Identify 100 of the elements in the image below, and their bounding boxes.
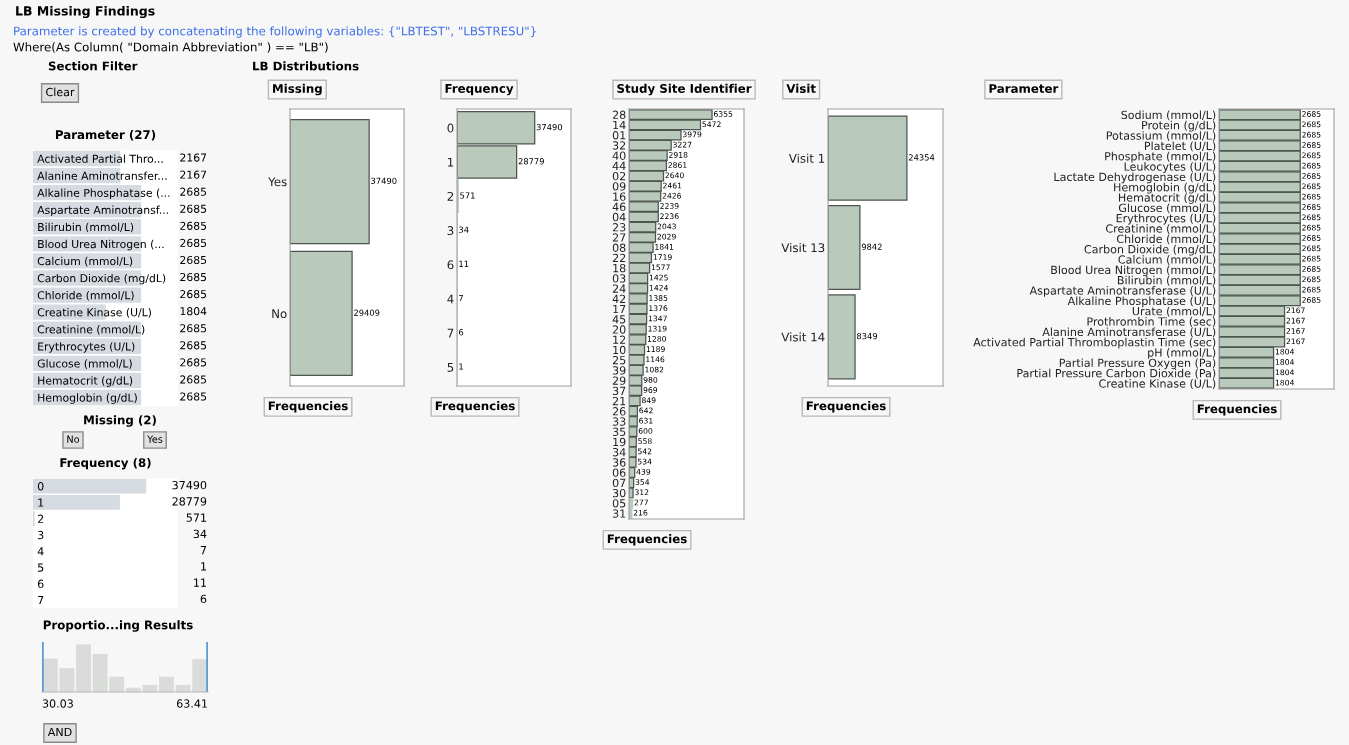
y-tick-label: 7	[447, 328, 454, 338]
y-tick-label: Phosphate (mmol/L)	[1105, 151, 1216, 163]
y-tick-label: Potassium (mmol/L)	[1106, 131, 1216, 142]
y-tick-label: Creatinine (mmol/L)	[1106, 224, 1216, 235]
y-tick-label: 09	[612, 182, 626, 191]
text: No	[67, 435, 80, 443]
y-tick-label: 02	[612, 171, 626, 181]
y-tick-label: Glucose (mmol/L)	[37, 359, 132, 369]
y-tick-label: Lactate Dehydrogenase (U/L)	[1054, 172, 1216, 184]
data-label: 34	[459, 226, 469, 233]
y-tick-label: 31	[612, 509, 626, 518]
text: AND	[47, 727, 72, 737]
y-tick-label: 22	[612, 253, 626, 262]
y-tick-label: 6	[447, 260, 454, 270]
text: Frequencies	[806, 401, 886, 413]
y-tick-label: Partial Pressure Carbon Dioxide (Pa)	[1017, 368, 1216, 379]
data-label: 2685	[180, 238, 207, 248]
y-tick-label: 19	[613, 437, 626, 447]
y-tick-label: 42	[612, 294, 626, 303]
y-tick-label: 6	[37, 579, 44, 588]
y-tick-label: 0	[447, 123, 454, 133]
data-label: 7	[200, 546, 207, 555]
y-tick-label: 27	[612, 233, 626, 242]
y-tick-label: Blood Urea Nitrogen (mmol/L)	[1051, 265, 1216, 277]
data-label: 2167	[180, 170, 207, 179]
y-tick-label: Creatine Kinase (U/L)	[1099, 379, 1216, 389]
data-label: 37490	[172, 480, 207, 490]
y-tick-label: Aspartate Aminotransf...	[37, 205, 168, 217]
y-tick-label: 2	[447, 191, 454, 201]
data-label: 2685	[180, 221, 207, 230]
y-tick-label: Erythrocytes (U/L)	[1116, 213, 1216, 225]
y-tick-label: Leukocytes (U/L)	[1124, 162, 1216, 173]
data-label: 2685	[180, 290, 207, 299]
y-tick-label: 40	[612, 151, 626, 160]
text: Frequencies	[1197, 404, 1277, 416]
y-tick-label: Protein (g/dL)	[1142, 120, 1216, 132]
y-tick-label: 4	[37, 547, 44, 556]
text: LB Distributions	[253, 61, 359, 71]
y-tick-label: Chloride (mmol/L)	[37, 290, 134, 301]
text: Parameter	[989, 84, 1059, 93]
text: Missing (2)	[84, 415, 156, 427]
data-label: 8349	[857, 332, 878, 340]
data-label: 2685	[180, 324, 207, 333]
data-label: 2685	[180, 187, 207, 196]
y-tick-label: Urate (mmol/L)	[1132, 306, 1216, 317]
y-tick-label: Glucose (mmol/L)	[1118, 203, 1216, 214]
y-tick-label: 06	[612, 468, 626, 477]
y-tick-label: pH (mmol/L)	[1148, 348, 1216, 359]
data-label: 7	[459, 295, 463, 302]
y-tick-label: Alkaline Phosphatase (...	[37, 188, 170, 200]
y-tick-label: 08	[612, 243, 626, 252]
y-tick-label: 20	[612, 325, 626, 334]
y-tick-label: Erythrocytes (U/L)	[38, 342, 135, 353]
y-tick-label: 5	[447, 363, 454, 372]
data-label: 2685	[180, 272, 207, 282]
y-tick-label: Activated Partial Thromboplastin Time (sec)	[973, 337, 1216, 349]
y-tick-label: 35	[612, 427, 626, 436]
y-tick-label: Blood Urea Nitrogen (...	[38, 239, 164, 251]
y-tick-label: Visit 14	[781, 332, 825, 342]
chart-title: Frequency (8)	[60, 457, 151, 470]
data-label: 11	[194, 578, 206, 587]
data-label: 2685	[180, 375, 207, 384]
text: 63.41	[176, 699, 207, 708]
y-tick-label: Bilirubin (mmol/L)	[38, 222, 134, 233]
y-tick-label: 39	[612, 366, 626, 375]
y-tick-label: 16	[613, 192, 626, 201]
y-tick-label: 10	[613, 345, 626, 355]
y-tick-label: Alkaline Phosphatase (U/L)	[1067, 296, 1216, 308]
text: LB Missing Findings	[16, 5, 155, 19]
y-tick-label: Hematocrit (g/dL)	[38, 376, 133, 387]
y-tick-label: 25	[612, 355, 626, 365]
y-tick-label: 32	[612, 141, 626, 150]
y-tick-label: 05	[612, 499, 626, 508]
data-label: 34	[193, 529, 207, 539]
data-label: 2685	[180, 392, 207, 401]
y-tick-label: Calcium (mmol/L)	[1118, 255, 1216, 266]
text: Frequencies	[268, 401, 348, 413]
y-tick-label: Visit 1	[788, 153, 825, 163]
y-tick-label: Platelet (U/L)	[1144, 141, 1216, 152]
y-tick-label: 2	[37, 514, 44, 523]
data-label: 28779	[518, 158, 544, 165]
data-label: 6	[458, 329, 464, 336]
data-label: 1	[201, 562, 206, 571]
y-tick-label: 26	[612, 407, 626, 416]
y-tick-label: 17	[613, 305, 626, 314]
data-label: 2685	[180, 341, 207, 350]
y-tick-label: 21	[612, 396, 626, 406]
y-tick-label: 33	[612, 417, 626, 426]
text: Frequencies	[435, 401, 515, 413]
y-tick-label: 14	[613, 120, 626, 130]
chart-title: Proportio...ing Results	[43, 620, 193, 632]
y-tick-label: 12	[613, 335, 626, 344]
text: Where(As Column( "Domain Abbreviation" ) == "LB")	[13, 42, 328, 53]
y-tick-label: 0	[37, 482, 44, 491]
y-tick-label: Hematocrit (g/dL)	[1118, 193, 1216, 204]
data-label: 1	[459, 363, 463, 370]
text: Section Filter	[48, 61, 138, 71]
y-tick-label: Bilirubin (mmol/L)	[1117, 275, 1216, 286]
y-tick-label: Visit 13	[781, 243, 825, 253]
data-label: 571	[186, 513, 206, 522]
